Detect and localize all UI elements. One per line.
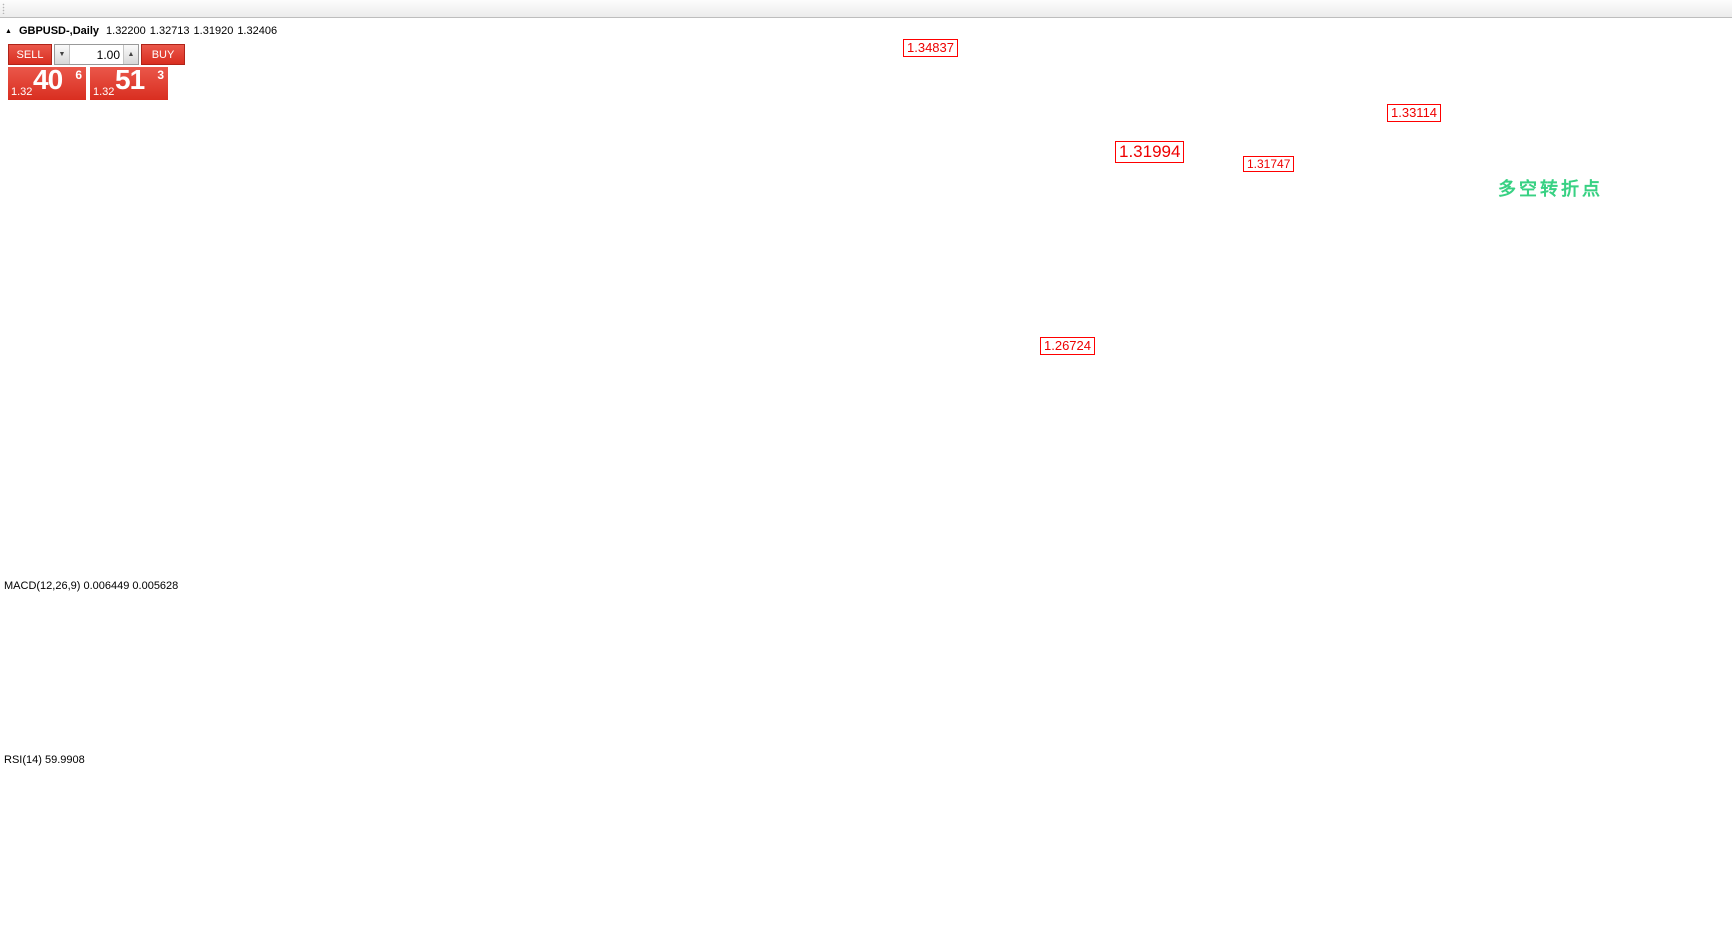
sell-price-prefix: 1.32 bbox=[11, 86, 33, 98]
sell-price[interactable]: 1.32 40 6 bbox=[8, 64, 86, 100]
buy-price-big: 51 bbox=[115, 64, 145, 95]
volume-input[interactable] bbox=[70, 45, 123, 64]
one-click-trading-panel: SELL ▼ ▲ BUY 1.32 40 6 1.32 51 3 bbox=[8, 44, 185, 100]
sell-price-pip: 6 bbox=[75, 68, 82, 82]
annotation-price-box[interactable]: 1.34837 bbox=[903, 39, 958, 57]
ohlc-close: 1.32406 bbox=[237, 25, 278, 37]
symbol-name: GBPUSD-,Daily bbox=[18, 25, 100, 37]
symbol-info: ▲ GBPUSD-,Daily 1.32200 1.32713 1.31920 … bbox=[5, 25, 277, 37]
triangle-up-icon: ▲ bbox=[127, 51, 135, 58]
ohlc-low: 1.31920 bbox=[193, 25, 234, 37]
volume-decrease-button[interactable]: ▼ bbox=[55, 45, 70, 64]
buy-price-prefix: 1.32 bbox=[93, 86, 115, 98]
triangle-down-icon: ▼ bbox=[58, 51, 66, 58]
sell-price-big: 40 bbox=[33, 64, 63, 95]
annotation-price-box[interactable]: 1.26724 bbox=[1040, 337, 1095, 355]
annotation-price-box[interactable]: 1.33114 bbox=[1387, 104, 1442, 122]
buy-button[interactable]: BUY bbox=[141, 44, 185, 65]
rsi-indicator-label: RSI(14) 59.9908 bbox=[4, 754, 85, 766]
macd-indicator-label: MACD(12,26,9) 0.006449 0.005628 bbox=[4, 580, 179, 592]
chart-canvas[interactable] bbox=[0, 18, 1732, 940]
buy-price[interactable]: 1.32 51 3 bbox=[90, 64, 168, 100]
annotation-price-box[interactable]: 1.31994 bbox=[1115, 141, 1185, 164]
ohlc-open: 1.32200 bbox=[106, 25, 146, 37]
sell-button[interactable]: SELL bbox=[8, 44, 52, 65]
collapse-arrow-icon[interactable]: ▲ bbox=[5, 27, 12, 35]
timeframe-toolbar bbox=[0, 0, 10, 17]
annotation-price-box[interactable]: 1.31747 bbox=[1243, 156, 1295, 173]
volume-stepper: ▼ ▲ bbox=[54, 44, 139, 65]
turning-point-annotation[interactable]: 多空转折点 bbox=[1498, 179, 1603, 199]
chart-window: ▲ GBPUSD-,Daily 1.32200 1.32713 1.31920 … bbox=[0, 18, 1732, 940]
toolbar bbox=[0, 0, 1732, 18]
buy-price-pip: 3 bbox=[157, 68, 164, 82]
volume-increase-button[interactable]: ▲ bbox=[123, 45, 138, 64]
ohlc-high: 1.32713 bbox=[149, 25, 190, 37]
